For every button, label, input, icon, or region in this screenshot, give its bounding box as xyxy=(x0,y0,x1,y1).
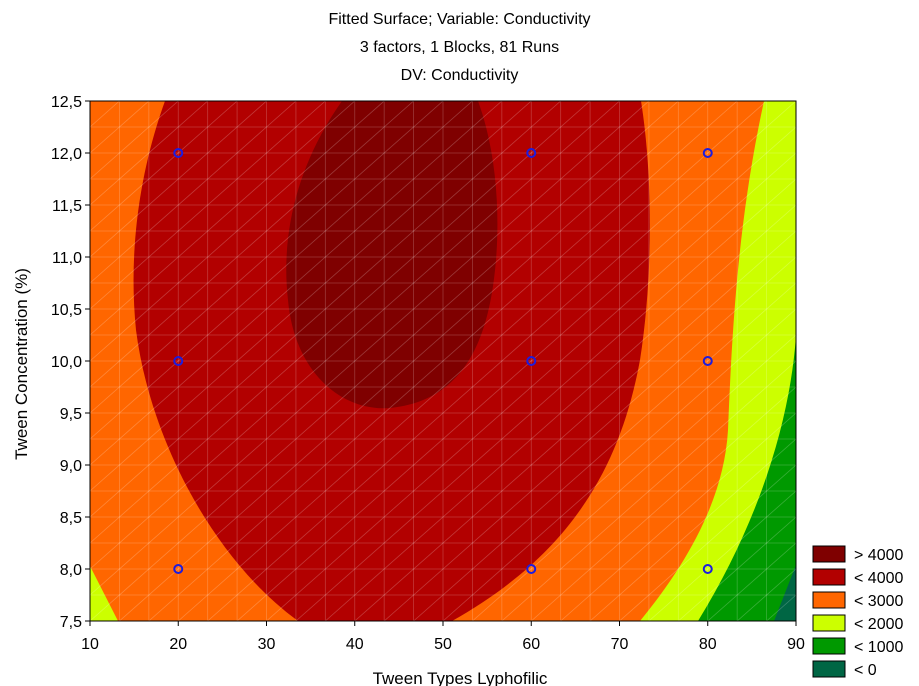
grid-diagonal xyxy=(530,386,796,621)
grid-diagonal xyxy=(119,101,709,621)
design-point-marker xyxy=(702,148,713,158)
y-tick-label: 11,0 xyxy=(52,250,82,267)
y-tick-label: 7,5 xyxy=(60,614,82,631)
legend-label: < 1000 xyxy=(854,639,903,656)
design-point-marker xyxy=(526,356,537,366)
grid-diagonal xyxy=(266,152,796,621)
grid-diagonal xyxy=(589,438,796,621)
grid-diagonal xyxy=(354,230,796,621)
x-tick-label: 20 xyxy=(169,636,187,653)
x-tick-label: 80 xyxy=(699,636,717,653)
design-point-marker xyxy=(702,356,713,366)
legend-label: < 0 xyxy=(854,662,877,679)
grid-diagonal xyxy=(90,101,414,388)
grid-diagonal xyxy=(678,516,796,621)
legend-swatch xyxy=(812,614,846,632)
grid-diagonal xyxy=(90,101,532,492)
design-point-marker xyxy=(173,148,184,158)
grid-diagonal xyxy=(90,101,326,310)
legend: > 4000 < 4000 < 3000 < 2000 < 1000 < 0 xyxy=(812,545,903,679)
chart-title-line-1: Fitted Surface; Variable: Conductivity xyxy=(328,11,591,28)
legend-label: < 4000 xyxy=(854,570,903,587)
region-below-0 xyxy=(774,565,796,621)
x-tick-label: 60 xyxy=(522,636,540,653)
grid-diagonal xyxy=(90,101,650,596)
x-tick-label: 70 xyxy=(611,636,629,653)
grid-diagonal xyxy=(177,101,767,621)
grid-diagonal xyxy=(90,101,385,362)
chart-title-line-2: 3 factors, 1 Blocks, 81 Runs xyxy=(359,39,560,56)
y-axis-label: Tween Concentration (%) xyxy=(12,268,31,460)
grid-diagonal xyxy=(148,101,738,621)
legend-swatch xyxy=(812,591,846,609)
design-point-marker xyxy=(702,564,713,574)
grid-diagonal xyxy=(795,620,796,621)
chart-title-line-3: DV: Conductivity xyxy=(400,67,519,84)
y-tick-label: 8,0 xyxy=(60,562,82,579)
y-tick-label: 8,5 xyxy=(60,510,82,527)
grid-diagonal xyxy=(619,464,796,621)
grid-diagonal xyxy=(413,282,796,621)
grid-diagonal xyxy=(383,256,796,621)
grid-diagonal xyxy=(236,126,796,621)
grid-diagonal xyxy=(648,490,796,621)
design-point-marker xyxy=(173,564,184,574)
y-tick-label: 10,5 xyxy=(51,302,82,319)
grid-diagonal xyxy=(442,308,796,621)
x-tick-label: 90 xyxy=(787,636,805,653)
grid-diagonal xyxy=(295,178,796,621)
x-tick-label: 40 xyxy=(346,636,364,653)
legend-swatch xyxy=(812,568,846,586)
y-tick-label: 12,5 xyxy=(51,94,82,111)
grid-diagonal xyxy=(90,101,679,621)
x-axis-ticks: 10 20 30 40 50 60 70 80 90 xyxy=(81,621,805,653)
grid-diagonal xyxy=(90,101,297,284)
legend-swatch xyxy=(812,545,846,563)
grid-diagonal xyxy=(90,101,620,570)
contour-regions xyxy=(90,101,796,621)
grid-diagonal xyxy=(90,101,561,518)
y-tick-label: 9,5 xyxy=(60,406,82,423)
grid-diagonal xyxy=(90,101,356,336)
legend-swatch xyxy=(812,637,846,655)
region-below-1000 xyxy=(698,336,796,621)
grid-diagonal xyxy=(90,101,267,258)
grid-diagonal xyxy=(472,334,796,621)
region-above-4000 xyxy=(286,101,498,409)
legend-label: > 4000 xyxy=(854,547,903,564)
legend-swatch xyxy=(812,660,846,678)
y-axis-ticks: 7,5 8,0 8,5 9,0 9,5 10,0 10,5 11,0 11,5 12,0 12,5 xyxy=(51,94,90,631)
legend-label: < 2000 xyxy=(854,616,903,633)
grid-diagonal xyxy=(90,101,503,466)
y-tick-label: 12,0 xyxy=(51,146,82,163)
legend-label: < 3000 xyxy=(854,593,903,610)
grid-diagonal xyxy=(90,101,591,544)
x-axis-label: Tween Types Lyphofilic xyxy=(373,669,548,686)
x-tick-label: 10 xyxy=(81,636,99,653)
grid-diagonal xyxy=(90,101,473,440)
grid-diagonal xyxy=(207,101,796,621)
grid-diagonal xyxy=(560,412,796,621)
grid-diagonal xyxy=(325,204,796,621)
x-tick-label: 30 xyxy=(258,636,276,653)
grid-diagonal xyxy=(90,101,444,414)
x-tick-label: 50 xyxy=(434,636,452,653)
grid-diagonal xyxy=(90,101,238,232)
design-points xyxy=(173,148,713,574)
y-tick-label: 9,0 xyxy=(60,458,82,475)
y-tick-label: 10,0 xyxy=(51,354,82,371)
design-point-marker xyxy=(526,564,537,574)
grid-diagonal xyxy=(90,101,208,206)
y-tick-label: 11,5 xyxy=(52,198,82,215)
grid-lines xyxy=(90,101,796,621)
design-point-marker xyxy=(173,356,184,366)
design-point-marker xyxy=(526,148,537,158)
